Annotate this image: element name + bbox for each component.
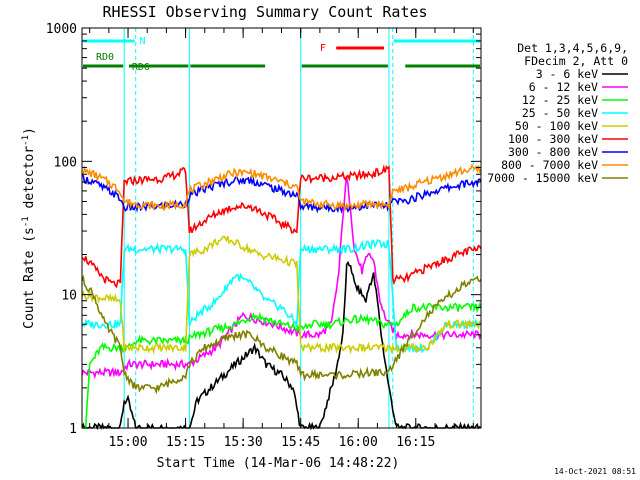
series-line: [81, 235, 482, 355]
annotation-label-f: F: [320, 43, 326, 54]
series-layer: [81, 163, 482, 431]
legend-entry-label: 100 - 300 keV: [508, 132, 598, 146]
series-line: [81, 164, 482, 289]
series-line: [81, 176, 482, 380]
y-tick-label: 10: [61, 289, 77, 304]
legend-entry-label: 300 - 800 keV: [508, 145, 598, 159]
legend-entry-label: 12 - 25 keV: [522, 93, 598, 107]
annotation-label-rd0: RD0: [96, 52, 114, 63]
legend-entry-label: 50 - 100 keV: [515, 119, 598, 133]
legend-entry-label: 25 - 50 keV: [522, 106, 598, 120]
series-line: [81, 163, 482, 212]
series-line: [81, 274, 482, 395]
legend-entry-label: 800 - 7000 keV: [501, 158, 598, 172]
y-axis: 1 10 100 1000: [46, 22, 481, 437]
y-axis-title: Count Rate (s-1 detector-1): [21, 127, 37, 329]
x-tick-label: 15:30: [224, 435, 263, 450]
y-tick-label: 1: [69, 422, 77, 437]
series-line: [81, 260, 482, 431]
x-axis: 15:00 15:15 15:30 15:45 16:00 16:15: [89, 28, 474, 450]
x-tick-label: 15:15: [166, 435, 205, 450]
legend: Det 1,3,4,5,6,9, FDecim 2, Att 0 3 - 6 k…: [487, 41, 628, 185]
legend-entry-label: 3 - 6 keV: [536, 67, 598, 81]
legend-header-line-2: FDecim 2, Att 0: [524, 54, 628, 68]
y-tick-label: 100: [54, 155, 77, 170]
x-tick-label: 15:00: [108, 435, 147, 450]
x-tick-label: 16:00: [339, 435, 378, 450]
legend-entry-label: 7000 - 15000 keV: [487, 171, 598, 185]
x-axis-title: Start Time (14-Mar-06 14:48:22): [157, 456, 400, 471]
legend-header-line-1: Det 1,3,4,5,6,9,: [517, 41, 628, 55]
annotation-label-rd6: RD6: [132, 62, 150, 73]
chart-title: RHESSI Observing Summary Count Rates: [102, 3, 427, 21]
annotation-layer: N F RD0 RD6: [83, 28, 480, 428]
series-line: [82, 302, 482, 429]
footer-timestamp: 14-Oct-2021 08:51: [554, 467, 636, 476]
x-tick-label: 15:45: [281, 435, 320, 450]
x-tick-label: 16:15: [396, 435, 435, 450]
annotation-label-n: N: [140, 36, 146, 47]
legend-entry-label: 6 - 12 keV: [529, 80, 598, 94]
y-tick-label: 1000: [46, 22, 77, 37]
